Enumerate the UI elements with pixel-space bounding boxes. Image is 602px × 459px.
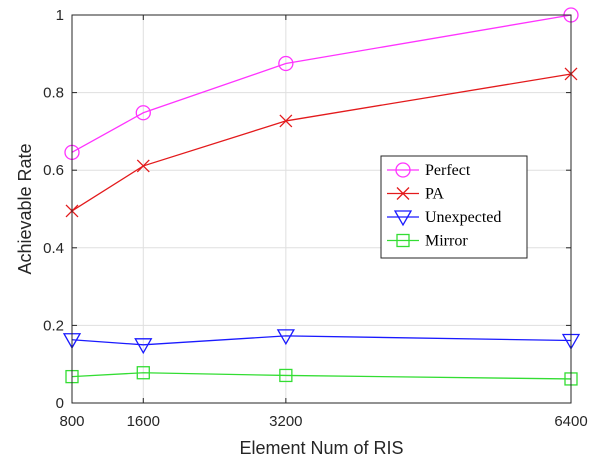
legend: Perfect PA Unexpected Mirror bbox=[380, 155, 528, 259]
legend-marker bbox=[396, 233, 410, 248]
series-line bbox=[71, 372, 572, 380]
data-point bbox=[276, 329, 295, 346]
plot-frame bbox=[71, 14, 572, 404]
legend-label: PA bbox=[425, 186, 444, 203]
x-axis-label: Element Num of RIS bbox=[239, 438, 403, 458]
y-tick-label: 0 bbox=[56, 395, 64, 412]
x-tick-label: 6400 bbox=[554, 413, 587, 430]
data-point bbox=[279, 114, 293, 128]
data-point bbox=[278, 55, 294, 72]
legend-label: Perfect bbox=[425, 162, 471, 179]
legend-marker bbox=[396, 187, 410, 200]
data-point bbox=[135, 105, 151, 121]
x-tick-label: 3200 bbox=[269, 413, 302, 430]
series-line bbox=[71, 14, 572, 153]
legend-marker bbox=[393, 210, 413, 227]
y-tick-label: 0.8 bbox=[43, 85, 64, 102]
data-point bbox=[136, 366, 150, 380]
y-tick-label: 0.2 bbox=[43, 317, 64, 334]
y-tick-label: 1 bbox=[56, 7, 64, 24]
y-tick-label: 0.6 bbox=[43, 162, 64, 179]
legend-label: Unexpected bbox=[425, 209, 501, 226]
legend-marker bbox=[395, 162, 411, 178]
series-line bbox=[71, 73, 572, 212]
y-tick-label: 0.4 bbox=[43, 240, 64, 257]
legend-entry: Mirror bbox=[387, 233, 468, 250]
legend-label: Mirror bbox=[425, 233, 468, 250]
grid-lines bbox=[72, 15, 571, 403]
legend-entry: Unexpected bbox=[387, 209, 501, 227]
data-point bbox=[279, 368, 293, 383]
axis-ticks: 800 1600 3200 6400 0 0.2 0.4 0.6 0.8 1 bbox=[43, 7, 588, 430]
legend-entry: Perfect bbox=[387, 162, 471, 179]
legend-entry: PA bbox=[387, 186, 444, 203]
series-line bbox=[71, 335, 572, 346]
y-axis-label: Achievable Rate bbox=[15, 143, 35, 274]
x-tick-label: 1600 bbox=[127, 413, 160, 430]
x-tick-label: 800 bbox=[59, 413, 84, 430]
series-mirror bbox=[65, 366, 578, 386]
data-point bbox=[134, 338, 153, 355]
data-point bbox=[136, 159, 150, 173]
